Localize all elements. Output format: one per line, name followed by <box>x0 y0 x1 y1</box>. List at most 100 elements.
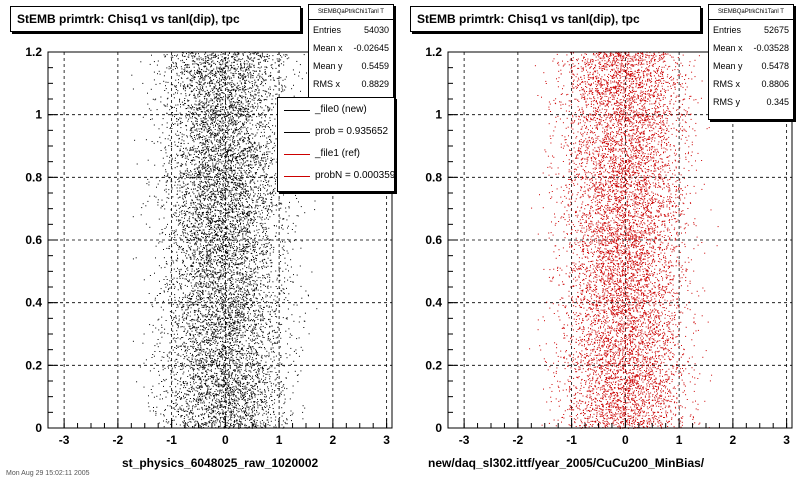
scatter-point <box>255 394 257 396</box>
scatter-point <box>182 181 184 183</box>
scatter-point <box>279 287 281 289</box>
scatter-point <box>248 317 250 319</box>
scatter-point <box>249 284 251 286</box>
scatter-point <box>181 101 183 103</box>
scatter-point <box>219 261 221 263</box>
scatter-point <box>195 356 197 357</box>
scatter-point <box>197 304 199 306</box>
scatter-point <box>224 136 226 138</box>
scatter-point <box>242 152 244 154</box>
scatter-point <box>263 265 265 267</box>
scatter-point <box>161 331 163 333</box>
scatter-point <box>232 139 233 141</box>
scatter-point <box>221 71 223 73</box>
scatter-point <box>199 133 201 135</box>
scatter-point <box>269 424 271 426</box>
scatter-point <box>200 393 202 395</box>
scatter-point <box>301 297 303 299</box>
scatter-point <box>176 114 178 115</box>
scatter-point <box>195 238 197 240</box>
scatter-point <box>268 75 270 77</box>
scatter-point <box>235 205 237 207</box>
scatter-point <box>202 135 204 137</box>
scatter-point <box>172 112 173 113</box>
scatter-point <box>268 227 270 229</box>
scatter-point <box>237 338 238 340</box>
scatter-point <box>214 169 215 171</box>
scatter-point <box>199 226 201 228</box>
scatter-point <box>217 203 219 205</box>
scatter-point <box>215 400 217 402</box>
scatter-point <box>275 103 277 105</box>
scatter-point <box>230 154 232 156</box>
scatter-point <box>249 352 251 354</box>
scatter-point <box>223 366 225 368</box>
scatter-point <box>170 154 172 156</box>
scatter-point <box>231 326 233 328</box>
scatter-point <box>192 262 194 264</box>
scatter-point <box>226 335 228 337</box>
scatter-point <box>227 394 228 396</box>
scatter-point <box>228 99 230 101</box>
scatter-point <box>177 306 179 308</box>
scatter-point <box>232 118 234 120</box>
scatter-point <box>231 240 233 242</box>
scatter-point <box>206 169 208 171</box>
scatter-point <box>234 377 236 379</box>
scatter-point <box>202 366 204 368</box>
scatter-point <box>246 415 247 416</box>
scatter-point <box>263 109 265 111</box>
scatter-point <box>197 176 198 178</box>
scatter-point <box>241 66 243 68</box>
scatter-point <box>249 212 251 214</box>
scatter-point <box>240 249 242 251</box>
scatter-point <box>206 357 208 359</box>
scatter-point <box>207 218 209 220</box>
scatter-point <box>202 348 204 350</box>
scatter-point <box>234 182 236 184</box>
scatter-point <box>252 290 254 292</box>
scatter-point <box>240 64 242 66</box>
scatter-point <box>237 132 239 134</box>
scatter-point <box>170 67 172 69</box>
scatter-point <box>269 407 271 408</box>
scatter-point <box>189 79 191 81</box>
scatter-point <box>192 149 194 151</box>
scatter-point <box>221 199 223 201</box>
scatter-point <box>220 206 222 208</box>
scatter-point <box>282 270 284 272</box>
scatter-point <box>274 341 276 343</box>
scatter-point <box>258 367 259 369</box>
scatter-point <box>210 119 212 121</box>
scatter-point <box>227 341 229 343</box>
scatter-point <box>194 218 196 220</box>
scatter-point <box>219 250 221 251</box>
scatter-point <box>267 193 269 195</box>
scatter-point <box>227 334 229 336</box>
scatter-point <box>198 379 200 381</box>
scatter-point <box>229 94 231 96</box>
scatter-point <box>223 82 225 84</box>
scatter-point <box>238 264 240 266</box>
scatter-point <box>212 337 214 339</box>
scatter-point <box>205 309 207 311</box>
scatter-point <box>264 164 266 166</box>
scatter-point <box>247 258 248 260</box>
scatter-point <box>253 195 255 197</box>
scatter-point <box>244 149 246 151</box>
scatter-point <box>217 307 218 309</box>
scatter-point <box>179 173 181 175</box>
scatter-point <box>210 73 212 75</box>
scatter-point <box>210 413 212 415</box>
scatter-point <box>241 255 243 257</box>
scatter-point <box>238 333 240 335</box>
scatter-point <box>273 413 275 415</box>
scatter-point <box>261 219 263 221</box>
scatter-point <box>234 84 236 86</box>
scatter-point <box>219 210 221 212</box>
scatter-point <box>187 170 189 172</box>
scatter-point <box>258 248 260 250</box>
scatter-point <box>237 178 239 180</box>
scatter-point <box>277 363 279 365</box>
scatter-point <box>266 124 268 125</box>
